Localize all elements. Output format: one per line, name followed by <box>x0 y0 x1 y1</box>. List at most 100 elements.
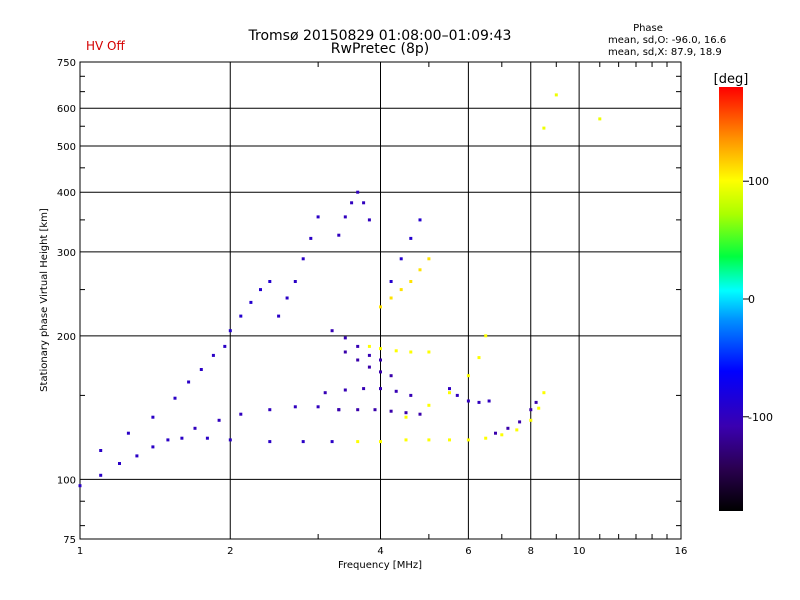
data-point <box>494 431 497 435</box>
data-point <box>330 440 334 444</box>
data-point <box>427 403 431 407</box>
colorbar-tick-label: 0 <box>748 293 755 306</box>
x-tick-labels: 1 2 4 6 8 10 16 <box>77 546 688 557</box>
data-point <box>356 408 360 412</box>
data-point <box>135 454 139 458</box>
data-point <box>239 412 243 416</box>
colorbar-ticks: 100 0 -100 <box>743 175 773 424</box>
data-point <box>356 190 360 194</box>
y-tick-label: 75 <box>63 535 76 546</box>
chart-subtitle: RwPretec (8p) <box>331 41 429 57</box>
data-point <box>484 334 488 338</box>
data-point <box>389 409 393 413</box>
data-point <box>367 365 371 369</box>
data-point <box>404 438 408 442</box>
data-point <box>356 344 360 348</box>
data-point <box>389 280 393 283</box>
colorbar-tick-label: -100 <box>748 411 773 424</box>
data-point <box>389 296 393 300</box>
data-point <box>379 305 382 309</box>
data-point <box>554 93 558 97</box>
x-tick-label: 6 <box>465 546 471 557</box>
data-point <box>239 314 243 318</box>
data-point <box>379 358 382 362</box>
phase-stats-o: mean, sd,O: -96.0, 16.6 <box>608 35 726 46</box>
data-point <box>199 368 203 371</box>
data-point <box>323 391 327 395</box>
data-point <box>350 201 354 205</box>
data-point <box>518 420 522 424</box>
data-point <box>409 236 413 240</box>
data-point <box>487 399 491 403</box>
data-point <box>409 393 413 397</box>
data-point <box>500 433 504 437</box>
data-point <box>309 236 313 240</box>
data-points <box>78 93 602 488</box>
data-point <box>427 438 431 442</box>
x-tick-label: 8 <box>528 546 534 557</box>
data-point <box>249 300 253 304</box>
data-point <box>259 288 262 292</box>
data-point <box>394 389 398 393</box>
data-point <box>343 350 347 354</box>
data-point <box>484 436 488 440</box>
data-point <box>418 412 422 416</box>
colorbar-tick-label: 100 <box>748 175 769 188</box>
data-point <box>193 426 197 430</box>
data-point <box>268 408 272 412</box>
data-point <box>399 288 403 292</box>
data-point <box>228 329 232 333</box>
data-point <box>367 218 371 222</box>
data-point <box>379 370 382 374</box>
data-point <box>99 473 103 477</box>
data-point <box>151 415 155 419</box>
phase-stats-heading: Phase <box>633 23 663 34</box>
data-point <box>337 408 341 412</box>
data-point <box>330 329 334 333</box>
data-point <box>316 215 320 219</box>
data-point <box>205 436 209 440</box>
data-point <box>418 218 422 222</box>
chart-title: Tromsø 20150829 01:08:00–01:09:43 <box>248 28 512 44</box>
data-point <box>337 233 341 237</box>
grid-lines <box>80 62 681 539</box>
data-point <box>78 484 82 488</box>
data-point <box>542 391 546 395</box>
phase-stats-x: mean, sd,X: 87.9, 18.9 <box>608 47 722 58</box>
data-point <box>529 418 533 422</box>
data-point <box>379 440 382 444</box>
data-point <box>166 438 170 442</box>
minor-ticks <box>80 62 681 539</box>
x-axis-label: Frequency [MHz] <box>338 560 422 571</box>
data-point <box>418 268 422 272</box>
data-point <box>118 462 121 465</box>
data-point <box>409 280 413 283</box>
colorbar-label: [deg] <box>714 72 749 87</box>
y-axis-label: Stationary phase Virtual Height [km] <box>39 208 50 392</box>
data-point <box>542 126 546 130</box>
data-point <box>506 426 510 430</box>
data-point <box>293 280 297 283</box>
data-point <box>537 406 541 410</box>
data-point <box>268 440 272 444</box>
data-point <box>394 349 398 353</box>
data-point <box>448 438 451 442</box>
y-tick-label: 400 <box>57 188 76 199</box>
data-point <box>180 436 184 440</box>
data-point <box>448 387 451 391</box>
x-tick-label: 10 <box>573 546 586 557</box>
data-point <box>362 201 366 205</box>
data-point <box>515 428 519 432</box>
data-point <box>477 400 481 404</box>
data-point <box>211 353 215 357</box>
y-tick-label: 300 <box>57 248 76 259</box>
data-point <box>409 350 413 354</box>
data-point <box>404 411 408 415</box>
y-tick-label: 750 <box>57 58 76 69</box>
data-point <box>529 408 533 412</box>
data-point <box>301 440 305 444</box>
data-point <box>598 117 602 121</box>
data-point <box>187 380 191 384</box>
data-point <box>466 399 470 403</box>
y-tick-label: 600 <box>57 104 76 115</box>
